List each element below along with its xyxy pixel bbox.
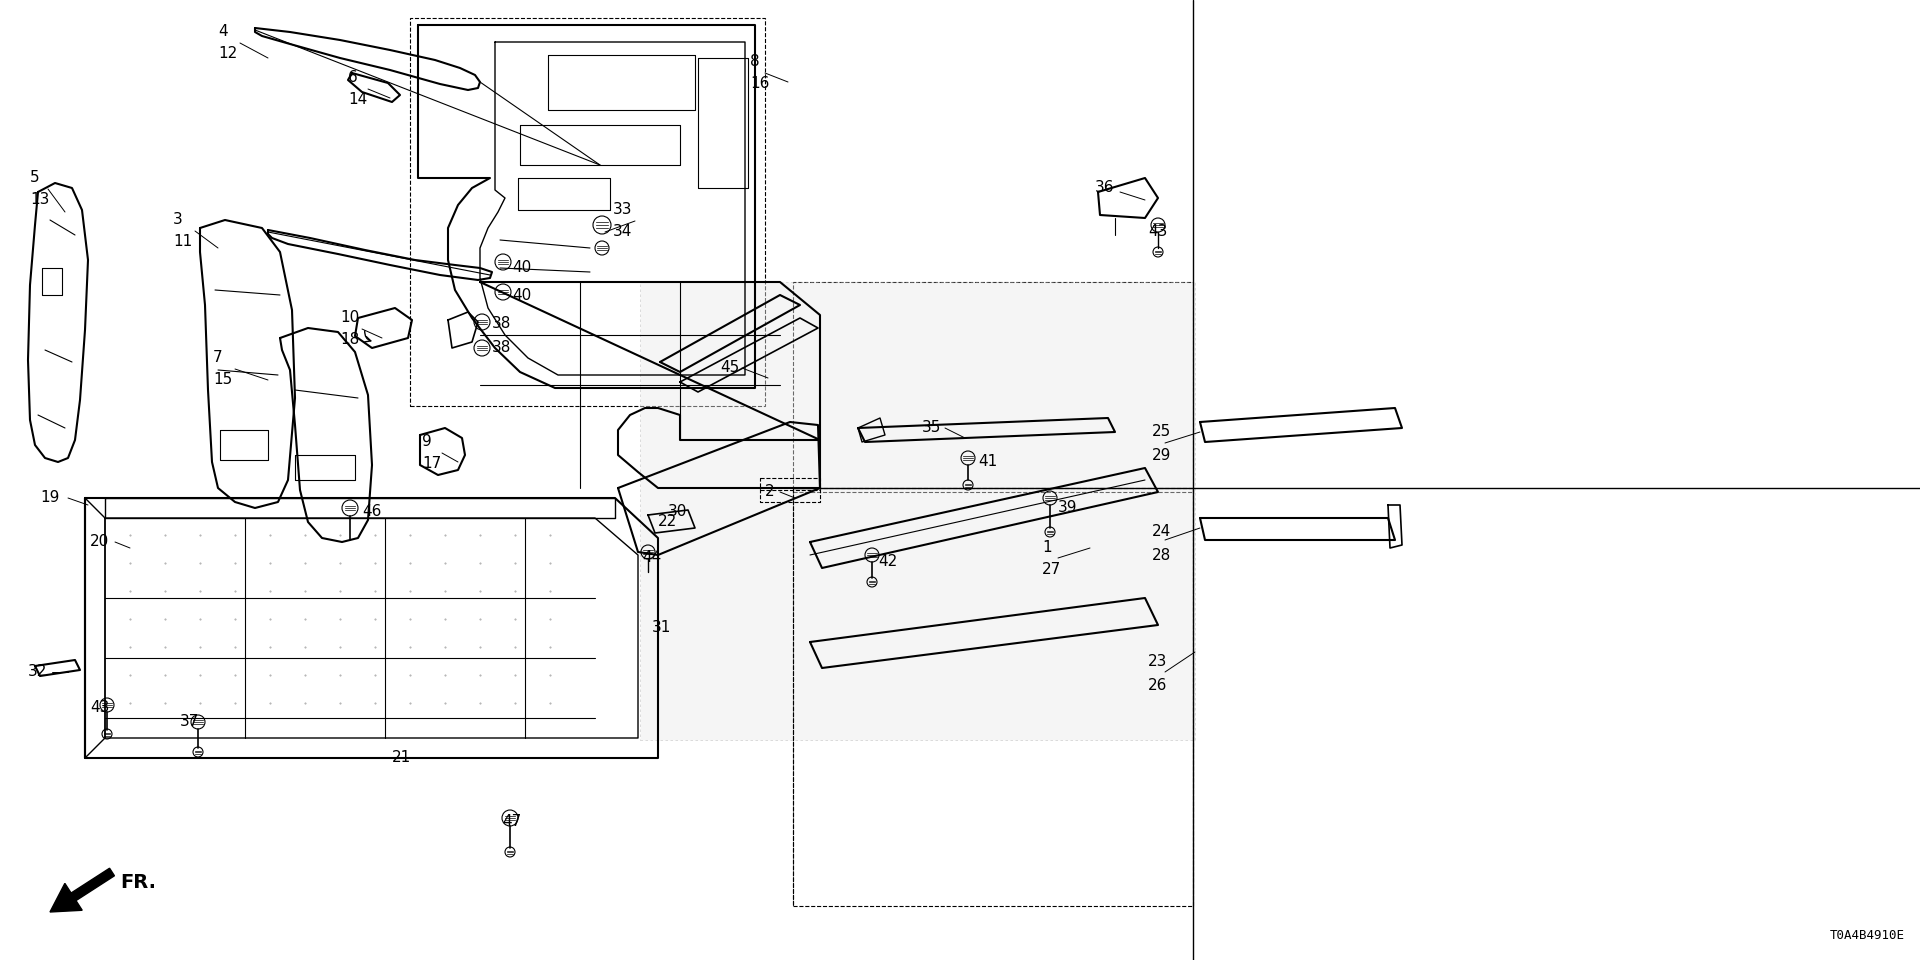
Text: 5: 5 — [31, 171, 40, 185]
Text: 7: 7 — [213, 350, 223, 366]
FancyArrow shape — [50, 868, 115, 912]
Text: 1: 1 — [1043, 540, 1052, 556]
Text: 43: 43 — [90, 701, 109, 715]
Text: T0A4B4910E: T0A4B4910E — [1830, 929, 1905, 942]
Text: 23: 23 — [1148, 655, 1167, 669]
Text: 44: 44 — [641, 550, 660, 565]
Text: 37: 37 — [180, 714, 200, 730]
Bar — [411, 18, 764, 406]
Text: 6: 6 — [348, 70, 357, 85]
Text: 14: 14 — [348, 92, 367, 108]
Text: 9: 9 — [422, 435, 432, 449]
Text: 41: 41 — [977, 454, 996, 469]
Text: 31: 31 — [653, 620, 672, 636]
Text: 42: 42 — [877, 555, 897, 569]
Text: 12: 12 — [219, 46, 238, 61]
Text: 25: 25 — [1152, 424, 1171, 440]
Text: 29: 29 — [1152, 447, 1171, 463]
Text: 34: 34 — [612, 225, 632, 239]
Text: 43: 43 — [1148, 225, 1167, 239]
Text: 39: 39 — [1058, 499, 1077, 515]
Text: 24: 24 — [1152, 524, 1171, 540]
Bar — [793, 282, 1192, 492]
Text: 16: 16 — [751, 77, 770, 91]
Text: 27: 27 — [1043, 563, 1062, 578]
Text: 18: 18 — [340, 332, 359, 348]
Bar — [793, 488, 1192, 906]
Text: 30: 30 — [668, 505, 687, 519]
Text: 3: 3 — [173, 212, 182, 228]
Text: 32: 32 — [29, 664, 48, 680]
Text: 38: 38 — [492, 341, 511, 355]
Text: FR.: FR. — [119, 873, 156, 892]
Text: 21: 21 — [392, 751, 411, 765]
Text: 47: 47 — [501, 814, 520, 829]
Text: 46: 46 — [363, 505, 382, 519]
Text: 17: 17 — [422, 457, 442, 471]
Text: 15: 15 — [213, 372, 232, 388]
Text: 19: 19 — [40, 491, 60, 506]
Text: 28: 28 — [1152, 547, 1171, 563]
Text: 10: 10 — [340, 310, 359, 325]
Text: 45: 45 — [720, 361, 739, 375]
Text: 33: 33 — [612, 203, 632, 218]
Text: 4: 4 — [219, 25, 228, 39]
Text: 11: 11 — [173, 234, 192, 250]
Text: 13: 13 — [31, 193, 50, 207]
Text: 35: 35 — [922, 420, 941, 436]
Text: 40: 40 — [513, 260, 532, 276]
Text: 26: 26 — [1148, 678, 1167, 692]
Text: 40: 40 — [513, 287, 532, 302]
Bar — [639, 282, 1194, 740]
Text: 20: 20 — [90, 535, 109, 549]
Text: 8: 8 — [751, 55, 760, 69]
Text: 38: 38 — [492, 316, 511, 330]
Text: 22: 22 — [659, 515, 678, 530]
Text: 36: 36 — [1094, 180, 1114, 195]
Text: 2: 2 — [764, 485, 774, 499]
